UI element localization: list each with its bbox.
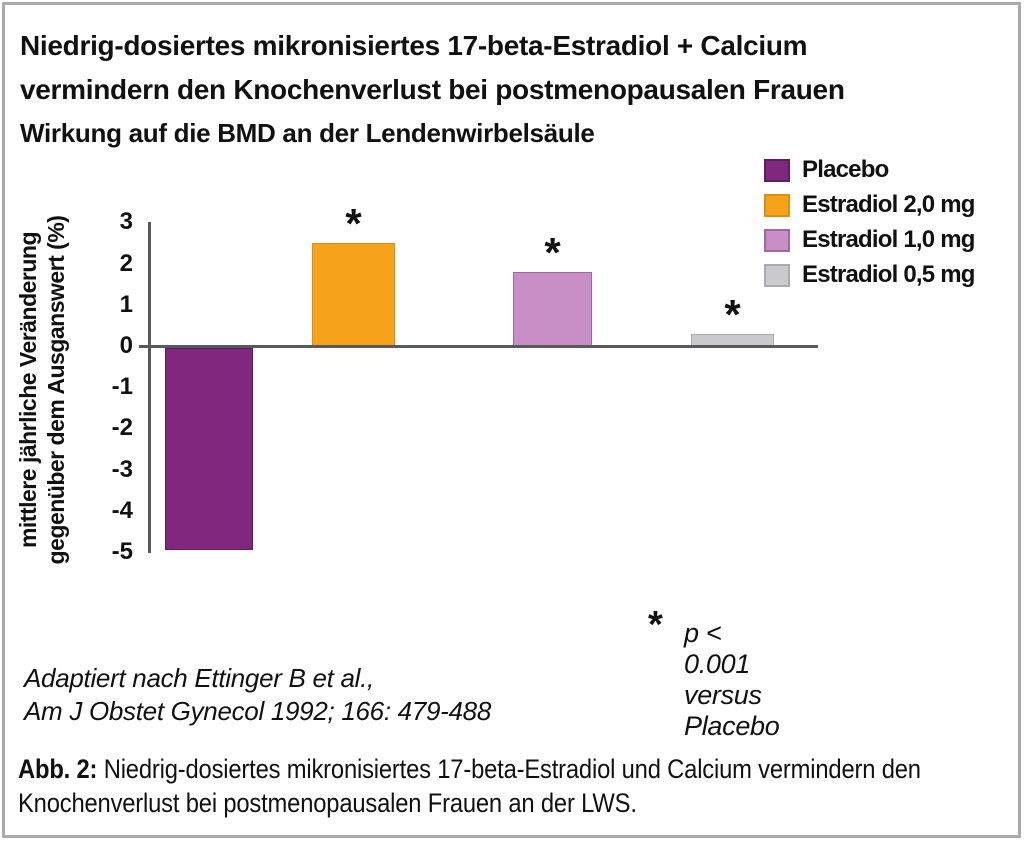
y-axis-tick-label: 2 xyxy=(119,249,133,277)
source-citation-line1: Adaptiert nach Ettinger B et al., xyxy=(24,663,374,693)
bar-placebo xyxy=(165,348,253,550)
legend-item: Estradiol 2,0 mg xyxy=(764,191,975,219)
chart-legend: Placebo Estradiol 2,0 mg Estradiol 1,0 mg E… xyxy=(764,156,975,296)
figure-caption-text: Niedrig-dosiertes mikronisiertes 17-beta… xyxy=(18,754,921,818)
legend-label: Estradiol 2,0 mg xyxy=(802,191,975,218)
legend-item: Placebo xyxy=(764,156,975,184)
legend-swatch-icon xyxy=(764,158,790,182)
legend-label: Estradiol 1,0 mg xyxy=(802,226,975,253)
significance-note-text: p < 0.001 versus Placebo xyxy=(684,618,780,741)
legend-label: Estradiol 0,5 mg xyxy=(802,261,975,288)
legend-item: Estradiol 0,5 mg xyxy=(764,261,975,289)
bar-estradiol-2-0-mg xyxy=(312,243,395,346)
y-axis-label-line1: mittlere jährliche Veränderung xyxy=(15,231,41,549)
y-axis-label: mittlere jährliche Veränderung gegenüber… xyxy=(14,160,70,620)
legend-swatch-icon xyxy=(764,263,790,287)
legend-swatch-icon xyxy=(764,228,790,252)
zero-tick-mark xyxy=(139,345,148,348)
y-axis-tick-label: -2 xyxy=(111,414,133,442)
figure-title-line2: vermindern den Knochenverlust bei postme… xyxy=(20,74,845,105)
x-axis-zero-line xyxy=(148,345,818,348)
y-axis-tick-label: 0 xyxy=(119,332,133,359)
legend-label: Placebo xyxy=(802,156,889,183)
figure-caption-label: Abb. 2: xyxy=(18,754,98,784)
asterisk-icon: * xyxy=(648,604,663,646)
y-axis-label-line2: gegenüber dem Ausganswert (%) xyxy=(43,215,69,565)
significance-asterisk-icon: * xyxy=(724,290,741,338)
y-axis-tick-label: -3 xyxy=(111,455,133,483)
figure-title: Niedrig-dosiertes mikronisiertes 17-beta… xyxy=(20,24,1000,112)
y-axis-tick-label: 3 xyxy=(119,208,133,236)
source-citation-line2: Am J Obstet Gynecol 1992; 166: 479-488 xyxy=(24,696,491,726)
y-axis-line xyxy=(148,222,151,553)
source-citation: Adaptiert nach Ettinger B et al., Am J O… xyxy=(24,662,491,728)
y-axis-tick-label: 1 xyxy=(119,290,133,318)
figure-title-line1: Niedrig-dosiertes mikronisiertes 17-beta… xyxy=(20,30,808,61)
significance-asterisk-icon: * xyxy=(544,228,561,276)
y-axis-tick-label: -1 xyxy=(111,373,133,401)
bar-estradiol-1-0-mg xyxy=(513,271,592,346)
significance-asterisk-icon: * xyxy=(345,200,362,247)
figure-caption: Abb. 2: Niedrig-dosiertes mikronisiertes… xyxy=(18,752,968,820)
legend-item: Estradiol 1,0 mg xyxy=(764,226,975,254)
chart-subtitle: Wirkung auf die BMD an der Lendenwirbels… xyxy=(20,118,595,148)
y-axis-tick-label: -5 xyxy=(111,538,133,565)
y-axis-tick-label: -4 xyxy=(111,496,133,524)
legend-swatch-icon xyxy=(764,193,790,217)
